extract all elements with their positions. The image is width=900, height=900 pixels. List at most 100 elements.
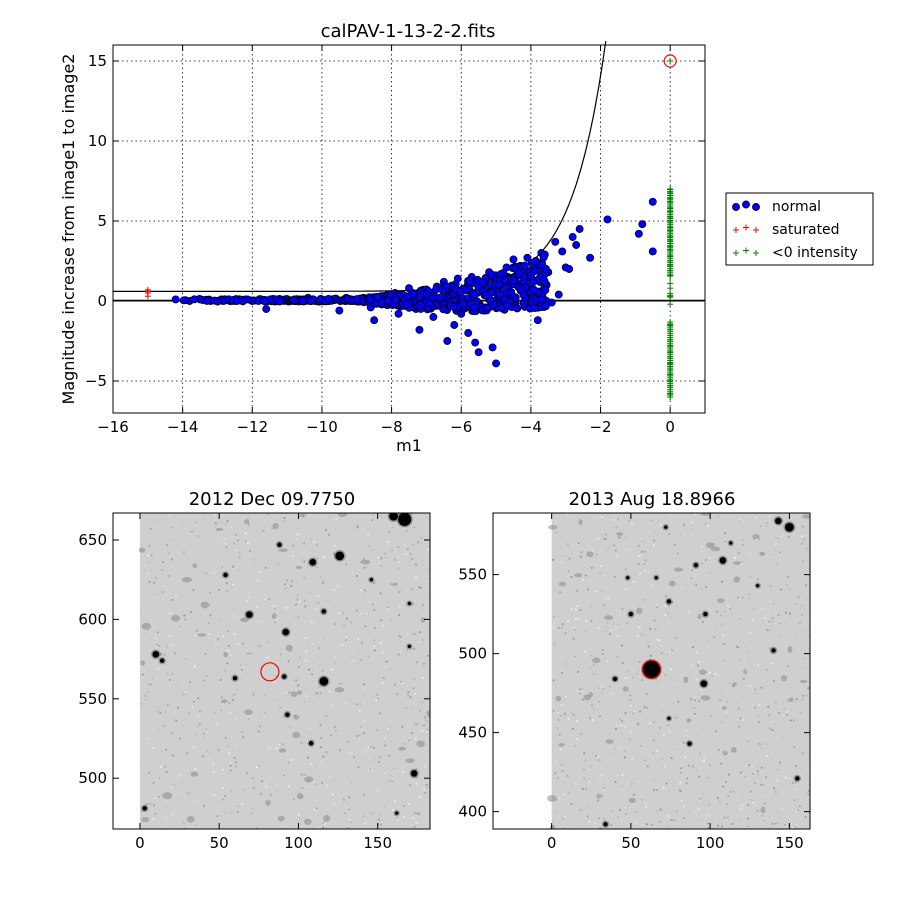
- noise-pixel: [376, 693, 379, 696]
- noise-pixel: [394, 683, 396, 686]
- noise-pixel: [316, 626, 319, 629]
- noise-pixel: [360, 642, 363, 645]
- noise-pixel: [795, 781, 798, 784]
- noise-pixel: [563, 827, 566, 829]
- star: [389, 513, 398, 521]
- faint-source: [334, 687, 345, 693]
- faint-source: [628, 797, 636, 804]
- noise-pixel: [304, 605, 307, 608]
- noise-pixel: [372, 603, 374, 606]
- noise-pixel: [315, 544, 318, 547]
- noise-pixel: [398, 635, 401, 637]
- noise-pixel: [694, 713, 696, 715]
- noise-pixel: [348, 818, 351, 821]
- faint-source: [759, 551, 766, 556]
- noise-pixel: [396, 784, 398, 787]
- noise-pixel: [629, 694, 632, 697]
- normal-point: [540, 276, 549, 285]
- noise-pixel: [691, 528, 694, 531]
- noise-pixel: [224, 794, 226, 797]
- noise-pixel: [718, 801, 721, 804]
- noise-pixel: [222, 786, 224, 789]
- noise-pixel: [670, 630, 673, 633]
- faint-source: [271, 612, 277, 620]
- star: [700, 680, 708, 687]
- noise-pixel: [182, 781, 185, 784]
- noise-pixel: [756, 770, 759, 773]
- normal-point: [324, 295, 333, 304]
- noise-pixel: [605, 625, 607, 628]
- noise-pixel: [305, 659, 307, 662]
- noise-pixel: [680, 662, 683, 665]
- noise-pixel: [615, 526, 618, 529]
- noise-pixel: [345, 633, 348, 635]
- noise-pixel: [576, 689, 578, 692]
- noise-pixel: [693, 707, 696, 710]
- saturated-point: [144, 286, 151, 293]
- noise-pixel: [398, 789, 401, 792]
- noise-pixel: [799, 805, 801, 808]
- noise-pixel: [353, 756, 355, 759]
- noise-pixel: [801, 560, 804, 563]
- faint-source: [200, 601, 210, 609]
- noise-pixel: [252, 787, 255, 790]
- noise-pixel: [419, 631, 422, 634]
- noise-pixel: [258, 645, 261, 648]
- noise-pixel: [312, 680, 314, 683]
- noise-pixel: [360, 728, 363, 731]
- noise-pixel: [791, 663, 794, 666]
- noise-pixel: [637, 723, 640, 726]
- noise-pixel: [576, 738, 578, 740]
- noise-pixel: [345, 636, 348, 638]
- faint-source: [290, 691, 298, 698]
- noise-pixel: [728, 682, 731, 685]
- noise-pixel: [729, 531, 731, 533]
- noise-pixel: [562, 793, 565, 796]
- noise-pixel: [310, 675, 313, 677]
- noise-pixel: [757, 742, 760, 745]
- normal-point: [404, 292, 413, 301]
- noise-pixel: [759, 525, 762, 528]
- noise-pixel: [755, 820, 758, 823]
- noise-pixel: [645, 805, 647, 808]
- noise-pixel: [729, 557, 732, 560]
- noise-pixel: [187, 792, 190, 795]
- noise-pixel: [183, 614, 186, 617]
- faint-source: [293, 714, 300, 720]
- noise-pixel: [403, 742, 406, 745]
- noise-pixel: [175, 672, 178, 675]
- noise-pixel: [301, 786, 304, 789]
- noise-pixel: [171, 526, 174, 529]
- noise-pixel: [194, 734, 197, 737]
- noise-pixel: [729, 722, 732, 725]
- normal-point: [443, 337, 452, 345]
- noise-pixel: [161, 750, 164, 753]
- noise-pixel: [427, 548, 429, 551]
- noise-pixel: [772, 617, 774, 619]
- noise-pixel: [577, 670, 580, 673]
- noise-pixel: [781, 524, 784, 527]
- noise-pixel: [349, 821, 352, 824]
- noise-pixel: [204, 607, 207, 610]
- noise-pixel: [641, 679, 644, 681]
- noise-pixel: [364, 792, 366, 794]
- noise-pixel: [308, 816, 311, 819]
- noise-pixel: [324, 780, 327, 783]
- noise-pixel: [404, 674, 407, 677]
- normal-point: [586, 253, 595, 262]
- noise-pixel: [806, 586, 809, 589]
- noise-pixel: [789, 719, 792, 722]
- noise-pixel: [400, 681, 403, 683]
- noise-pixel: [553, 642, 556, 645]
- noise-pixel: [330, 734, 332, 736]
- noise-pixel: [234, 549, 237, 552]
- normal-point: [572, 241, 581, 249]
- noise-pixel: [362, 794, 365, 796]
- noise-pixel: [583, 777, 586, 780]
- noise-pixel: [598, 759, 601, 762]
- noise-pixel: [215, 613, 218, 615]
- normal-point: [471, 338, 480, 347]
- noise-pixel: [673, 630, 675, 633]
- noise-pixel: [253, 558, 255, 561]
- noise-pixel: [807, 793, 810, 796]
